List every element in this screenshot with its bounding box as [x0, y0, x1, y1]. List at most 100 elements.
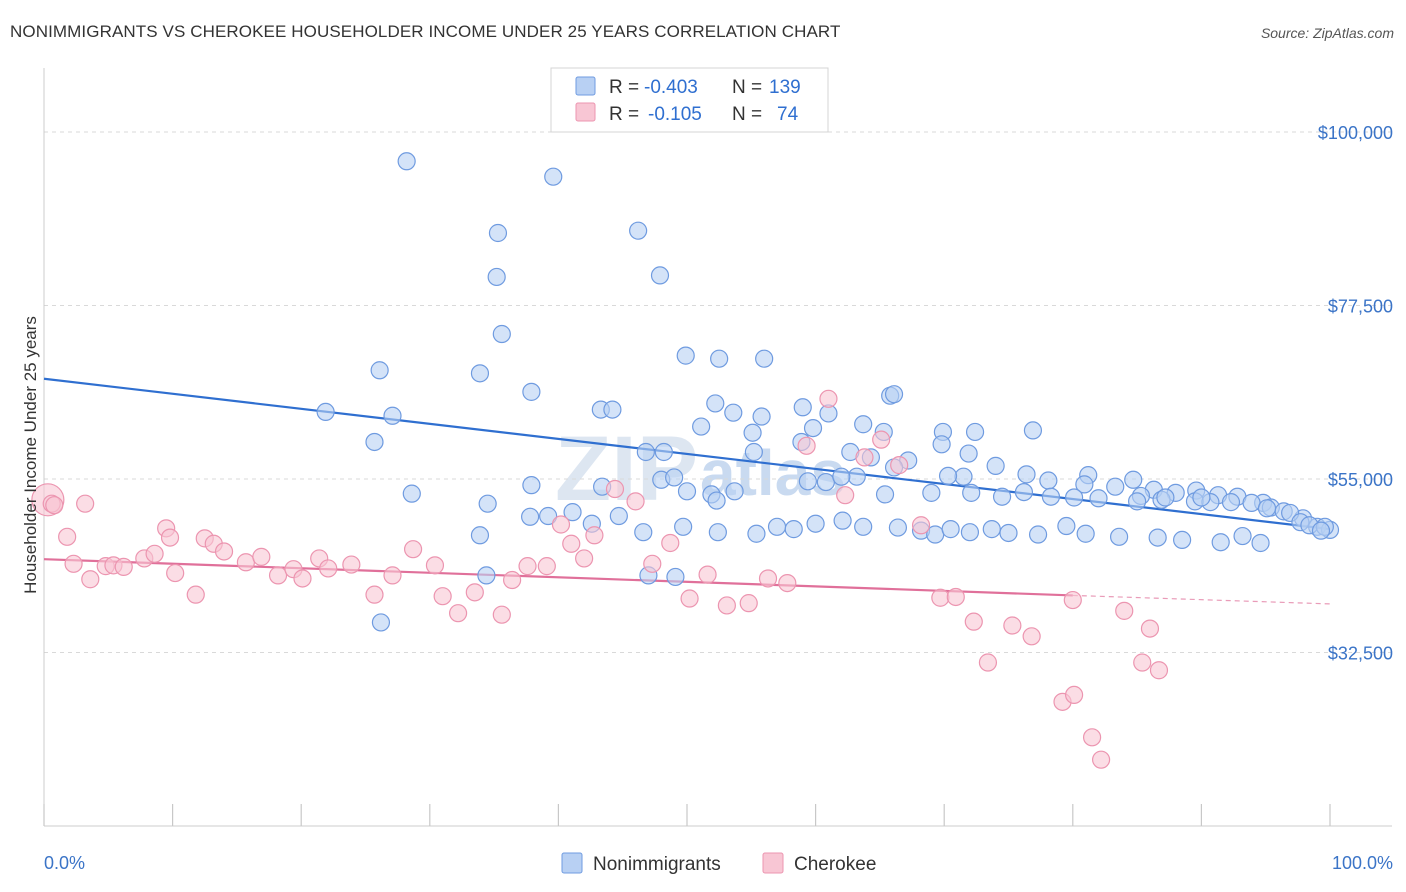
point-cherokee-71	[1149, 661, 1169, 680]
point-nonimmigrants-124	[1109, 527, 1129, 546]
point-cherokee-30	[425, 556, 445, 575]
trend-lines	[43, 377, 1331, 605]
point-cherokee-3	[76, 494, 95, 513]
bottom-legend-swatch-cherokee	[762, 852, 784, 874]
point-cherokee-68	[1091, 750, 1111, 769]
point-nonimmigrants-121	[1028, 525, 1048, 544]
point-nonimmigrants-44	[986, 456, 1005, 475]
point-nonimmigrants-108	[747, 524, 766, 543]
point-nonimmigrants-98	[402, 484, 421, 503]
point-nonimmigrants-128	[1233, 526, 1252, 546]
point-cherokee-51	[778, 573, 797, 593]
point-nonimmigrants-48	[1039, 471, 1058, 490]
bottom-legend-label-nonimmigrants: Nonimmigrants	[593, 854, 721, 875]
point-cherokee-6	[81, 570, 100, 589]
point-nonimmigrants-90	[1221, 493, 1241, 512]
point-nonimmigrants-92	[1257, 499, 1277, 518]
legend-r-label-nonimmigrants: R =	[609, 77, 639, 98]
point-nonimmigrants-27	[854, 415, 873, 434]
point-cherokee-11	[145, 544, 164, 563]
point-nonimmigrants-38	[959, 444, 978, 463]
point-nonimmigrants-75	[725, 482, 744, 501]
point-cherokee-58	[911, 516, 931, 535]
point-cherokee-43	[626, 492, 645, 511]
point-nonimmigrants-7	[370, 361, 389, 380]
y-tick-label-1: $55,000	[1328, 470, 1393, 490]
point-cherokee-15	[186, 585, 205, 604]
point-nonimmigrants-40	[847, 467, 866, 486]
point-nonimmigrants-119	[982, 520, 1001, 539]
point-nonimmigrants-46	[954, 467, 973, 486]
point-nonimmigrants-114	[888, 518, 908, 537]
y-tick-label-0: $32,500	[1328, 643, 1393, 663]
point-nonimmigrants-22	[793, 398, 812, 417]
point-nonimmigrants-43	[744, 442, 763, 462]
point-nonimmigrants-78	[832, 467, 851, 486]
point-cherokee-18	[214, 542, 234, 561]
point-cherokee-52	[797, 436, 816, 455]
point-cherokee-60	[946, 587, 965, 607]
y-tick-label-2: $77,500	[1328, 296, 1393, 316]
point-cherokee-55	[855, 448, 874, 467]
point-cherokee-67	[1082, 728, 1102, 747]
point-cherokee-5	[64, 554, 83, 573]
point-nonimmigrants-24	[692, 417, 711, 436]
legend-n-label-cherokee: N =	[732, 104, 762, 125]
point-cherokee-64	[1022, 627, 1041, 646]
point-nonimmigrants-16	[724, 403, 743, 422]
point-cherokee-42	[605, 479, 625, 499]
point-nonimmigrants-111	[806, 514, 825, 533]
point-cherokee-37	[537, 557, 556, 576]
point-nonimmigrants-120	[999, 523, 1018, 543]
point-nonimmigrants-8	[470, 364, 490, 383]
point-cherokee-34	[492, 605, 511, 624]
point-cherokee-59	[931, 588, 950, 607]
trend-line-nonimmigrants	[43, 377, 1331, 531]
y-tick-label-3: $100,000	[1318, 123, 1393, 143]
point-nonimmigrants-15	[706, 394, 725, 413]
point-nonimmigrants-2	[488, 223, 508, 243]
point-nonimmigrants-50	[1124, 470, 1143, 489]
point-cherokee-61	[964, 612, 983, 631]
point-cherokee-56	[872, 430, 891, 449]
point-nonimmigrants-51	[1075, 475, 1094, 494]
point-cherokee-29	[403, 540, 423, 559]
point-nonimmigrants-74	[707, 491, 726, 510]
point-cherokee-45	[661, 533, 680, 553]
legend-n-value-cherokee: 74	[777, 104, 799, 125]
y-axis-title: Householder Income Under 25 years	[21, 316, 40, 594]
point-cherokee-32	[448, 604, 468, 623]
point-nonimmigrants-130	[371, 613, 391, 632]
point-nonimmigrants-109	[767, 517, 787, 536]
point-nonimmigrants-102	[563, 503, 582, 522]
grid	[44, 131, 1392, 653]
legend-r-value-cherokee: -0.105	[648, 104, 702, 125]
point-nonimmigrants-134	[666, 567, 685, 587]
point-nonimmigrants-52	[1106, 477, 1125, 496]
point-cherokee-38	[551, 515, 571, 534]
point-cherokee-39	[562, 534, 581, 553]
legend-r-value-nonimmigrants: -0.403	[644, 77, 698, 98]
point-nonimmigrants-104	[609, 506, 628, 526]
point-nonimmigrants-122	[1057, 516, 1076, 536]
point-cherokee-20	[252, 547, 271, 566]
point-cherokee-33	[465, 583, 484, 602]
point-nonimmigrants-45	[1017, 465, 1036, 484]
point-nonimmigrants-79	[875, 485, 895, 504]
point-cherokee-36	[518, 557, 537, 576]
point-nonimmigrants-105	[634, 523, 653, 542]
chart-title: NONIMMIGRANTS VS CHEROKEE HOUSEHOLDER IN…	[10, 22, 841, 41]
point-nonimmigrants-37	[932, 435, 951, 454]
point-nonimmigrants-47	[938, 466, 958, 486]
legend-n-label-nonimmigrants: N =	[732, 77, 762, 98]
axes: $32,500 $55,000 $77,500 $100,000 0.0% 100.0%	[43, 68, 1393, 873]
point-nonimmigrants-12	[522, 382, 541, 401]
point-cherokee-73	[1140, 619, 1160, 638]
x-tick-label-0: 0.0%	[44, 853, 85, 873]
point-nonimmigrants-99	[478, 494, 497, 513]
point-nonimmigrants-129	[1251, 533, 1270, 553]
point-nonimmigrants-87	[1127, 492, 1147, 511]
point-nonimmigrants-32	[365, 432, 384, 452]
point-nonimmigrants-30	[965, 422, 985, 442]
point-cherokee-54	[836, 486, 855, 505]
